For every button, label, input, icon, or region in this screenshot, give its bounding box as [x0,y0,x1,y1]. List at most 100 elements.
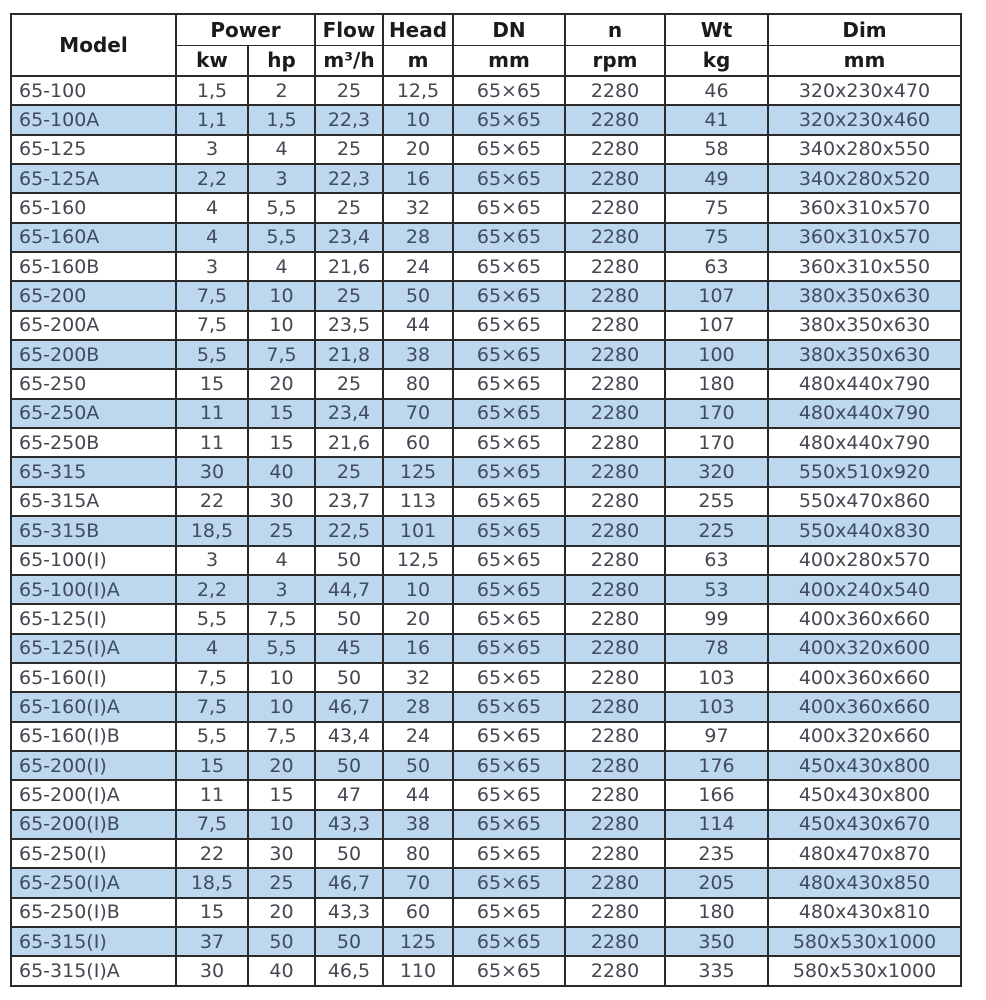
cell-model: 65-125(I)A [10,632,177,664]
cell-flow: 46,7 [314,867,384,899]
cell-n: 2280 [564,251,666,283]
cell-power-hp: 1,5 [247,104,316,136]
cell-model: 65-160(I)B [10,720,177,752]
cell-dim: 580x530x1000 [767,925,962,958]
cell-flow: 50 [314,925,384,958]
table-row: 65-125A 2,2 3 22,3 16 65×65 2280 49 340x280x520 [10,163,962,195]
cell-power-kw: 22 [175,837,249,870]
cell-dim: 550x440x830 [767,515,962,547]
cell-model: 65-160(I)A [10,691,177,723]
unit-header-dn: mm [452,44,566,77]
cell-dim: 320x230x460 [767,104,962,136]
cell-dn: 65×65 [452,867,566,899]
cell-power-kw: 3 [175,133,249,166]
cell-power-kw: 4 [175,632,249,664]
cell-n: 2280 [564,749,666,782]
cell-model: 65-200(I)A [10,779,177,811]
cell-n: 2280 [564,661,666,694]
cell-flow: 25 [314,192,384,224]
cell-head: 12,5 [382,544,454,576]
table-row: 65-315 30 40 25 125 65×65 2280 320 550x510x920 [10,456,962,488]
cell-model: 65-250(I)A [10,867,177,899]
unit-header-head: m [382,44,454,77]
cell-dn: 65×65 [452,808,566,840]
cell-model: 65-160B [10,251,177,283]
cell-power-hp: 4 [247,251,316,283]
cell-dim: 580x530x1000 [767,955,962,987]
cell-n: 2280 [564,163,666,195]
table-row: 65-250A 11 15 23,4 70 65×65 2280 170 480x440x790 [10,397,962,430]
cell-n: 2280 [564,867,666,899]
cell-wt: 176 [664,749,769,782]
cell-power-hp: 50 [247,925,316,958]
cell-flow: 44,7 [314,573,384,606]
column-header-head: Head [382,13,454,46]
cell-power-hp: 5,5 [247,221,316,254]
cell-n: 2280 [564,720,666,752]
cell-power-hp: 25 [247,515,316,547]
cell-model: 65-160(I) [10,661,177,694]
cell-flow: 25 [314,368,384,400]
cell-wt: 170 [664,427,769,459]
cell-model: 65-250(I)B [10,896,177,928]
cell-wt: 75 [664,221,769,254]
unit-header-hp: hp [247,44,316,77]
cell-wt: 63 [664,251,769,283]
cell-dim: 400x360x660 [767,691,962,723]
cell-wt: 350 [664,925,769,958]
cell-head: 24 [382,251,454,283]
table-row: 65-160B 3 4 21,6 24 65×65 2280 63 360x310x550 [10,251,962,283]
cell-dim: 400x320x660 [767,720,962,752]
table-row: 65-160 4 5,5 25 32 65×65 2280 75 360x310x570 [10,192,962,224]
table-row: 65-100(I) 3 4 50 12,5 65×65 2280 63 400x280x570 [10,544,962,576]
cell-power-kw: 30 [175,955,249,987]
cell-dim: 400x360x660 [767,603,962,635]
cell-flow: 46,5 [314,955,384,987]
cell-wt: 320 [664,456,769,488]
table-row: 65-250B 11 15 21,6 60 65×65 2280 170 480x440x790 [10,427,962,459]
cell-power-hp: 20 [247,896,316,928]
cell-wt: 58 [664,133,769,166]
cell-flow: 50 [314,661,384,694]
cell-model: 65-125A [10,163,177,195]
cell-dn: 65×65 [452,720,566,752]
cell-n: 2280 [564,309,666,342]
cell-head: 20 [382,133,454,166]
cell-dim: 400x320x600 [767,632,962,664]
cell-dim: 380x350x630 [767,309,962,342]
cell-head: 70 [382,397,454,430]
cell-wt: 75 [664,192,769,224]
cell-power-hp: 5,5 [247,192,316,224]
unit-header-flow: m³/h [314,44,384,77]
cell-dim: 480x470x870 [767,837,962,870]
column-header-wt: Wt [664,13,769,46]
cell-flow: 25 [314,456,384,488]
cell-wt: 97 [664,720,769,752]
cell-dim: 320x230x470 [767,74,962,107]
cell-dim: 550x470x860 [767,485,962,518]
cell-model: 65-250B [10,427,177,459]
cell-power-kw: 15 [175,896,249,928]
cell-wt: 180 [664,368,769,400]
pump-spec-table-wrap: Model Power Flow Head DN n Wt Dim kw hp … [10,13,962,987]
cell-power-hp: 3 [247,163,316,195]
cell-power-hp: 15 [247,397,316,430]
cell-wt: 53 [664,573,769,606]
cell-power-kw: 5,5 [175,603,249,635]
table-row: 65-200(I)A 11 15 47 44 65×65 2280 166 450x430x80… [10,779,962,811]
cell-head: 24 [382,720,454,752]
cell-power-hp: 10 [247,309,316,342]
table-row: 65-100 1,5 2 25 12,5 65×65 2280 46 320x230x470 [10,74,962,107]
cell-flow: 43,3 [314,896,384,928]
cell-dn: 65×65 [452,163,566,195]
cell-flow: 47 [314,779,384,811]
cell-model: 65-100A [10,104,177,136]
cell-power-hp: 25 [247,867,316,899]
cell-dn: 65×65 [452,74,566,107]
cell-dn: 65×65 [452,485,566,518]
cell-head: 110 [382,955,454,987]
cell-flow: 21,6 [314,251,384,283]
column-header-flow: Flow [314,13,384,46]
table-row: 65-250(I) 22 30 50 80 65×65 2280 235 480x470x870 [10,837,962,870]
cell-power-hp: 4 [247,133,316,166]
